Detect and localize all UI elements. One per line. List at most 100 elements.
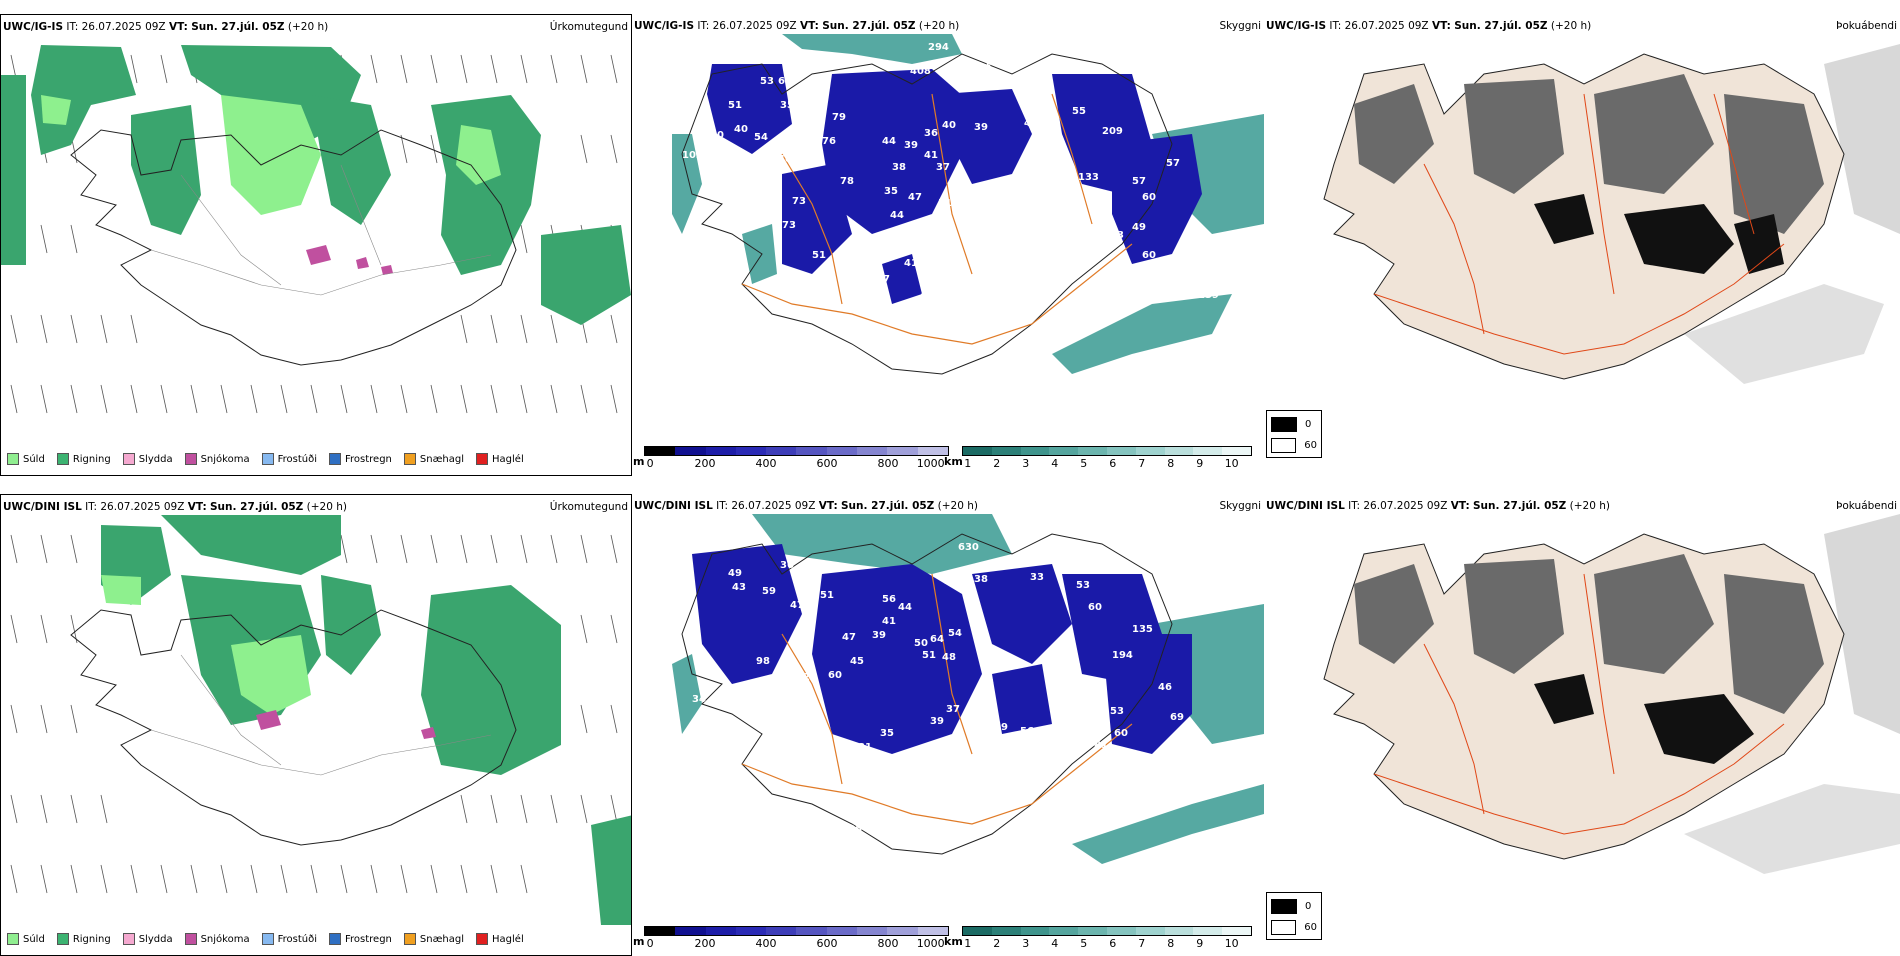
- colorbar-cell: [887, 447, 918, 455]
- cloud-value: 31: [858, 742, 872, 753]
- cloud-value: 47: [790, 600, 804, 611]
- legend-swatch: [184, 933, 197, 945]
- tick-label: 10: [1224, 937, 1239, 950]
- coastline: [70, 609, 517, 846]
- drizzle-areas: [41, 95, 501, 215]
- legend-swatch: [261, 453, 274, 465]
- cloud-base-areas: [707, 64, 1202, 304]
- cloud-value: 64: [808, 274, 822, 285]
- colorbar-cell: [826, 447, 858, 455]
- cloud-value: 38: [974, 574, 988, 585]
- colorbar-cell: [675, 927, 706, 935]
- cloud-value: 40: [912, 402, 926, 413]
- legend-swatch: [476, 933, 489, 945]
- cloud-value: 47: [1024, 118, 1038, 129]
- cloud-base-colorbar: m 0 200 400 600 800 1000: [633, 926, 949, 950]
- colorbar-cell: [645, 447, 676, 455]
- fog-haze: [1824, 44, 1900, 234]
- panel-title: UWC/IG-IS IT: 26.07.2025 09Z VT: Sun. 27…: [3, 21, 329, 33]
- panel-title: UWC/DINI ISL IT: 26.07.2025 09Z VT: Sun.…: [3, 501, 348, 513]
- tick-label: 5: [1080, 457, 1088, 470]
- cloud-value: 44: [890, 210, 904, 221]
- cloud-value: 141: [1078, 676, 1099, 687]
- tick-label: 800: [877, 937, 899, 950]
- cloud-value: 37: [936, 162, 950, 173]
- cloud-value: 75: [808, 756, 822, 767]
- cloud-value: 36: [924, 128, 938, 139]
- cloud-value: 56: [882, 594, 896, 605]
- cloud-value: 59: [762, 586, 776, 597]
- cloud-value: 135: [1132, 624, 1153, 635]
- tick-label: 200: [694, 937, 716, 950]
- cloud-value: 408: [910, 66, 931, 77]
- panel-label-precip: Úrkomutegund: [549, 501, 628, 513]
- cloud-value: 54: [928, 264, 942, 275]
- cloud-value: 41: [882, 616, 896, 627]
- cloud-value: 85: [772, 354, 786, 365]
- colorbar-cell: [1222, 447, 1251, 455]
- cloud-value: 80: [798, 792, 812, 803]
- fog-legend-item: 60: [1271, 438, 1317, 453]
- tick-label: 400: [755, 457, 777, 470]
- fog-panel-bottom: UWC/DINI ISL IT: 26.07.2025 09Z VT: Sun.…: [1264, 494, 1900, 956]
- roads: [1373, 93, 1785, 355]
- fog-legend-top: 0 60: [1266, 410, 1322, 458]
- colorbar-cell: [645, 927, 676, 935]
- tick-label: 8: [1167, 457, 1175, 470]
- visibility-colorbar: km 1 2 3 4 5 6 7 8 9 10: [944, 926, 1252, 950]
- cloud-value: 39: [974, 122, 988, 133]
- cloud-value: 60: [828, 670, 842, 681]
- cloud-base-labels: 63 60 36 78 49 43 59 47 51 56 44 41 35 3…: [692, 536, 1209, 887]
- legend-swatch: [122, 933, 135, 945]
- precip-map: [10, 515, 631, 925]
- cloud-value: 57: [1132, 176, 1146, 187]
- cloud-value: 50: [1046, 230, 1060, 241]
- cloud-value: 166: [984, 58, 1005, 69]
- cloud-value: 63: [724, 538, 738, 549]
- tick-label: 3: [1022, 937, 1030, 950]
- cloud-value: 49: [728, 568, 742, 579]
- cloud-value: 34: [858, 292, 872, 303]
- cloud-value: 36: [876, 292, 890, 303]
- dense-fog-areas: [1534, 194, 1784, 274]
- colorbar-cell: [1135, 447, 1165, 455]
- cloud-value: 35: [780, 100, 794, 111]
- cloud-base-labels: 53 64 35 79 51 40 54 60 102 40 76 44 39 …: [682, 42, 1264, 413]
- panel-label-precip: Úrkomutegund: [549, 21, 628, 33]
- tick-label: 0: [646, 937, 654, 950]
- legend-swatch: [7, 933, 19, 945]
- cloud-value: 71: [1092, 286, 1106, 297]
- colorbar-cell: [1135, 927, 1165, 935]
- cloud-value: 53: [1076, 580, 1090, 591]
- cloud-value: 35: [884, 186, 898, 197]
- wind-barbs: [10, 534, 618, 894]
- colorbar-cell: [766, 447, 797, 455]
- colorbar-cell: [963, 927, 992, 935]
- legend-item: Frostregn: [329, 453, 392, 465]
- legend-item: Haglél: [476, 933, 524, 945]
- cloud-value: 46: [1158, 682, 1172, 693]
- cloud-value: 54: [754, 132, 768, 143]
- rain-areas: [1, 45, 631, 325]
- cloud-value: 51: [728, 100, 742, 111]
- tick-label: 1000: [916, 457, 945, 470]
- tick-label: 4: [1051, 457, 1059, 470]
- roads: [150, 164, 492, 296]
- panel-title: UWC/DINI ISL IT: 26.07.2025 09Z VT: Sun.…: [1266, 500, 1611, 512]
- precip-panel-bottom: UWC/DINI ISL IT: 26.07.2025 09Z VT: Sun.…: [0, 494, 632, 956]
- fog-legend-bottom: 0 60: [1266, 892, 1322, 940]
- cloud-value: 41: [904, 258, 918, 269]
- tick-label: 4: [1051, 937, 1059, 950]
- panel-title: UWC/DINI ISL IT: 26.07.2025 09Z VT: Sun.…: [634, 500, 979, 512]
- cloud-value: 43: [732, 582, 746, 593]
- cloud-value: 47: [890, 236, 904, 247]
- cloud-value: 49: [994, 722, 1008, 733]
- cloud-value: 294: [928, 42, 949, 53]
- cloud-value: 76: [822, 136, 836, 147]
- fog-legend-item: 60: [1271, 920, 1317, 935]
- colorbar-cell: [1020, 447, 1050, 455]
- snow-areas: [306, 245, 393, 275]
- tick-label: 1: [964, 457, 972, 470]
- cloud-value: 42: [920, 290, 934, 301]
- colorbar-cell: [1193, 447, 1223, 455]
